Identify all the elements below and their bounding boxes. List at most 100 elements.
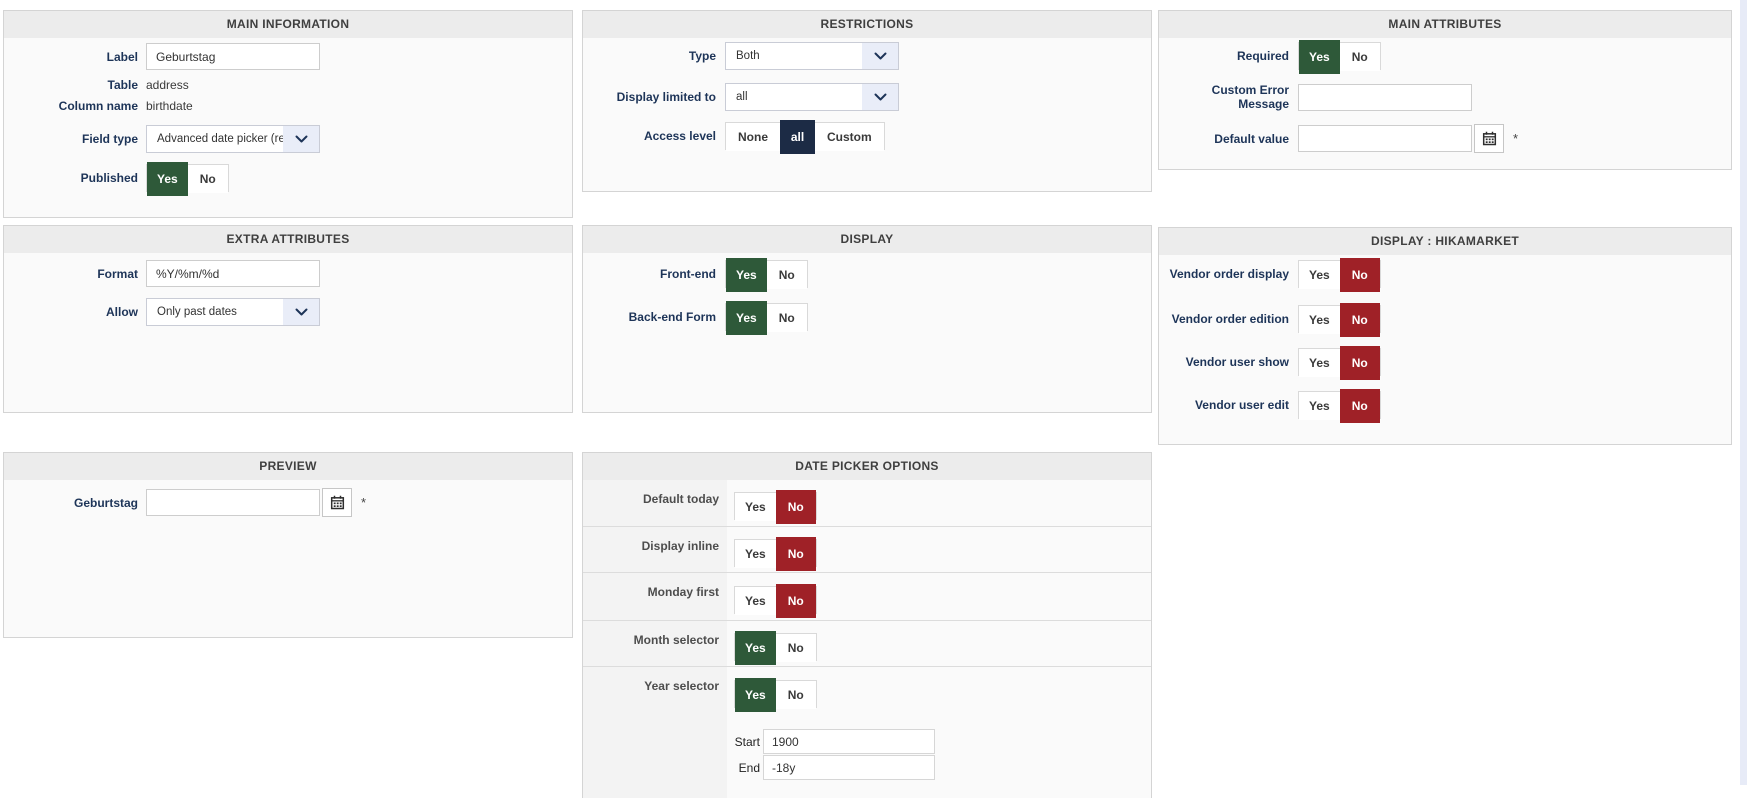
column-name-label: Column name — [58, 99, 138, 113]
panel-display: DISPLAY Front-end Yes No Back-end Form Y… — [582, 225, 1152, 413]
month-selector-label: Month selector — [583, 621, 727, 666]
vendor-order-display-yes-button[interactable]: Yes — [1299, 261, 1340, 289]
end-year-input[interactable] — [763, 755, 935, 780]
month-selector-toggle: Yes No — [734, 631, 817, 665]
panel-title-main-information: MAIN INFORMATION — [4, 11, 572, 38]
access-level-custom-button[interactable]: Custom — [815, 123, 884, 151]
table-value: address — [146, 78, 189, 92]
back-end-form-yes-button[interactable]: Yes — [726, 301, 767, 335]
calendar-icon — [330, 495, 345, 510]
dpo-row-display-inline: Display inline Yes No — [583, 527, 1151, 573]
month-selector-yes-button[interactable]: Yes — [735, 631, 776, 665]
preview-calendar-button[interactable] — [322, 488, 352, 517]
panel-title-date-picker-options: DATE PICKER OPTIONS — [583, 453, 1151, 480]
panel-restrictions: RESTRICTIONS Type Both Display limited t… — [582, 10, 1152, 192]
access-level-all-button[interactable]: all — [780, 120, 815, 154]
access-level-segmented: None all Custom — [725, 120, 885, 154]
year-selector-label: Year selector — [583, 667, 727, 798]
back-end-form-label: Back-end Form — [628, 310, 716, 324]
type-select-value: Both — [736, 50, 760, 62]
vendor-user-show-no-button[interactable]: No — [1339, 346, 1380, 380]
required-yes-button[interactable]: Yes — [1299, 40, 1340, 74]
field-type-select[interactable]: Advanced date picker (recommended) — [146, 125, 320, 153]
default-today-yes-button[interactable]: Yes — [735, 493, 776, 521]
access-level-none-button[interactable]: None — [726, 123, 780, 151]
monday-first-label: Monday first — [583, 573, 727, 620]
allow-select[interactable]: Only past dates — [146, 298, 320, 326]
default-today-label: Default today — [583, 480, 727, 526]
display-inline-no-button[interactable]: No — [775, 537, 816, 571]
vendor-order-edition-no-button[interactable]: No — [1339, 303, 1380, 337]
panel-date-picker-options: DATE PICKER OPTIONS Default today Yes No… — [582, 452, 1152, 798]
label-field-label: Label — [106, 49, 138, 64]
month-selector-no-button[interactable]: No — [775, 634, 816, 662]
chevron-down-icon — [862, 43, 898, 69]
front-end-label: Front-end — [660, 267, 716, 281]
table-label: Table — [107, 78, 138, 92]
required-toggle: Yes No — [1298, 40, 1381, 74]
chevron-down-icon — [283, 126, 319, 152]
page-scrollbar-track[interactable] — [1740, 0, 1747, 785]
published-yes-button[interactable]: Yes — [147, 162, 188, 196]
vendor-order-display-no-button[interactable]: No — [1339, 258, 1380, 292]
display-inline-yes-button[interactable]: Yes — [735, 540, 776, 568]
format-label: Format — [97, 266, 138, 281]
required-asterisk: * — [361, 495, 367, 510]
custom-error-message-label: Custom Error Message — [1211, 83, 1289, 111]
required-label: Required — [1236, 49, 1289, 63]
dpo-row-month-selector: Month selector Yes No — [583, 621, 1151, 667]
field-type-select-value: Advanced date picker (recommended) — [157, 133, 283, 145]
panel-title-preview: PREVIEW — [4, 453, 572, 480]
published-toggle: Yes No — [146, 162, 229, 196]
panel-title-main-attributes: MAIN ATTRIBUTES — [1159, 11, 1731, 38]
display-inline-label: Display inline — [583, 527, 727, 572]
default-value-label: Default value — [1214, 131, 1289, 146]
vendor-user-edit-toggle: Yes No — [1298, 389, 1381, 423]
panel-display-hikamarket: DISPLAY : HIKAMARKET Vendor order displa… — [1158, 227, 1732, 445]
required-no-button[interactable]: No — [1339, 43, 1380, 71]
default-value-input[interactable] — [1298, 125, 1472, 152]
vendor-order-edition-label: Vendor order edition — [1171, 312, 1289, 326]
vendor-user-show-yes-button[interactable]: Yes — [1299, 349, 1340, 377]
year-selector-no-button[interactable]: No — [775, 681, 816, 709]
chevron-down-icon — [862, 84, 898, 110]
dpo-row-year-selector: Year selector Yes No Start End — [583, 667, 1151, 798]
back-end-form-no-button[interactable]: No — [766, 304, 807, 332]
year-selector-yes-button[interactable]: Yes — [735, 678, 776, 712]
display-limited-to-select[interactable]: all — [725, 83, 899, 111]
year-selector-toggle: Yes No — [734, 678, 817, 712]
published-label: Published — [80, 171, 138, 185]
default-value-calendar-button[interactable] — [1474, 124, 1504, 153]
vendor-user-edit-label: Vendor user edit — [1194, 398, 1289, 412]
type-label: Type — [688, 49, 716, 63]
vendor-order-display-label: Vendor order display — [1169, 267, 1289, 281]
vendor-user-show-label: Vendor user show — [1185, 355, 1289, 369]
panel-title-extra-attributes: EXTRA ATTRIBUTES — [4, 226, 572, 253]
published-no-button[interactable]: No — [187, 165, 228, 193]
monday-first-no-button[interactable]: No — [775, 584, 816, 618]
front-end-yes-button[interactable]: Yes — [726, 258, 767, 292]
type-select[interactable]: Both — [725, 42, 899, 70]
panel-preview: PREVIEW Geburtstag * — [3, 452, 573, 638]
preview-date-input[interactable] — [146, 489, 320, 516]
default-today-no-button[interactable]: No — [775, 490, 816, 524]
back-end-form-toggle: Yes No — [725, 301, 808, 335]
vendor-order-edition-yes-button[interactable]: Yes — [1299, 306, 1340, 334]
display-limited-to-label: Display limited to — [616, 90, 716, 104]
vendor-order-display-toggle: Yes No — [1298, 258, 1381, 292]
start-label: Start — [734, 734, 760, 749]
start-year-input[interactable] — [763, 729, 935, 754]
vendor-user-show-toggle: Yes No — [1298, 346, 1381, 380]
format-input[interactable] — [146, 260, 320, 287]
vendor-user-edit-no-button[interactable]: No — [1339, 389, 1380, 423]
custom-error-message-input[interactable] — [1298, 83, 1472, 111]
front-end-no-button[interactable]: No — [766, 261, 807, 289]
preview-field-label: Geburtstag — [73, 495, 138, 510]
monday-first-yes-button[interactable]: Yes — [735, 587, 776, 615]
required-asterisk: * — [1513, 131, 1519, 146]
label-input[interactable] — [146, 43, 320, 70]
vendor-user-edit-yes-button[interactable]: Yes — [1299, 392, 1340, 420]
front-end-toggle: Yes No — [725, 258, 808, 292]
monday-first-toggle: Yes No — [734, 584, 817, 618]
chevron-down-icon — [283, 299, 319, 325]
